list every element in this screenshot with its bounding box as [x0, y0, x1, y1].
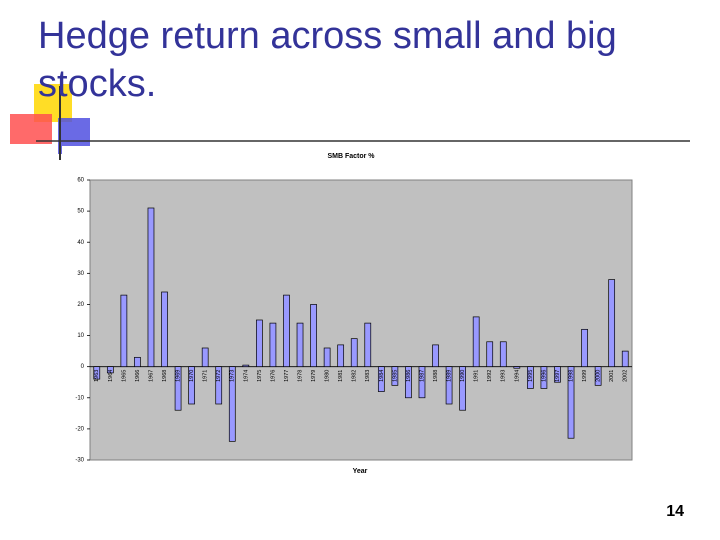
y-tick-label: 20 — [77, 302, 84, 308]
y-tick-label: 30 — [77, 271, 84, 277]
bar — [513, 366, 521, 369]
bar — [567, 366, 575, 439]
bar — [134, 356, 141, 368]
x-tick-label: 1981 — [338, 370, 344, 382]
bar — [310, 304, 317, 368]
x-tick-label: 1998 — [568, 370, 574, 382]
x-tick-label: 1978 — [297, 370, 303, 382]
bar — [350, 338, 358, 368]
x-axis-label: Year — [353, 468, 368, 475]
x-tick-label: 1979 — [311, 370, 317, 382]
x-tick-label: 1982 — [352, 370, 358, 382]
x-tick-label: 1993 — [501, 370, 507, 382]
x-tick-label: 2001 — [609, 370, 615, 382]
bar — [93, 366, 101, 380]
y-tick-label: -10 — [75, 395, 84, 401]
x-tick-label: 1987 — [419, 370, 425, 382]
x-tick-label: 1992 — [487, 370, 493, 382]
red-square — [10, 114, 52, 144]
x-tick-label: 1996 — [541, 370, 547, 382]
bar — [120, 294, 128, 368]
x-tick-label: 1975 — [257, 370, 263, 382]
bar — [432, 344, 439, 368]
bar — [256, 319, 263, 368]
bar — [445, 366, 453, 405]
bar — [391, 366, 399, 386]
x-tick-label: 1969 — [176, 370, 182, 382]
x-tick-label: 1970 — [189, 370, 195, 382]
x-tick-label: 1964 — [108, 370, 114, 382]
bar — [594, 366, 602, 386]
x-tick-label: 1994 — [514, 370, 520, 382]
x-tick-label: 1963 — [94, 370, 100, 382]
x-tick-label: 1984 — [379, 370, 385, 382]
slide-number: 14 — [666, 503, 684, 520]
bar — [337, 344, 345, 368]
x-tick-label: 1976 — [270, 370, 276, 382]
x-tick-label: 1999 — [582, 370, 588, 382]
x-tick-label: 1967 — [148, 370, 154, 382]
bar — [364, 322, 372, 368]
y-tick-label: 10 — [77, 333, 84, 339]
bar — [527, 366, 534, 389]
chart-title: SMB Factor % — [327, 153, 375, 160]
x-tick-label: 1965 — [121, 370, 127, 382]
bar — [621, 350, 629, 368]
bar — [459, 366, 466, 411]
x-tick-label: 2002 — [623, 370, 629, 382]
x-tick-label: 1966 — [135, 370, 141, 382]
bar — [269, 322, 277, 368]
x-tick-label: 1991 — [474, 370, 480, 382]
x-tick-label: 1973 — [230, 370, 236, 382]
bar — [228, 366, 236, 442]
x-tick-label: 1968 — [162, 370, 168, 382]
bar — [608, 279, 616, 368]
bar — [174, 366, 182, 411]
x-tick-label: 1983 — [365, 370, 371, 382]
x-tick-label: 1977 — [284, 370, 290, 382]
x-tick-label: 1997 — [555, 370, 561, 382]
x-tick-label: 2000 — [596, 370, 602, 382]
x-tick-label: 1980 — [325, 370, 331, 382]
y-tick-label: 40 — [77, 240, 84, 246]
bar — [215, 366, 223, 405]
bar — [323, 347, 331, 368]
bar — [201, 347, 209, 368]
x-tick-label: 1974 — [243, 370, 249, 382]
bar — [188, 366, 195, 405]
bar — [486, 341, 494, 368]
bar — [283, 294, 290, 368]
x-tick-label: 1986 — [406, 370, 412, 382]
bar — [540, 366, 548, 389]
x-tick-label: 1971 — [203, 370, 209, 382]
bar — [147, 207, 155, 368]
x-tick-label: 1995 — [528, 370, 534, 382]
bar — [554, 366, 561, 383]
y-tick-label: 0 — [81, 364, 85, 370]
bar — [405, 366, 412, 399]
bar — [581, 328, 588, 368]
x-tick-label: 1985 — [392, 370, 398, 382]
x-tick-label: 1989 — [447, 370, 453, 382]
bar — [418, 366, 426, 399]
bar — [296, 322, 304, 368]
bar — [377, 366, 385, 392]
bar — [106, 366, 114, 374]
y-tick-label: 60 — [77, 178, 84, 184]
bar — [499, 341, 507, 368]
plot-area — [89, 179, 633, 461]
x-tick-label: 1972 — [216, 370, 222, 382]
bar — [242, 364, 250, 368]
y-tick-label: 50 — [77, 209, 84, 215]
bar — [161, 291, 168, 368]
y-tick-label: -30 — [75, 458, 84, 464]
x-tick-label: 1990 — [460, 370, 466, 382]
y-tick-label: -20 — [75, 426, 84, 432]
bar — [472, 316, 480, 368]
x-tick-label: 1988 — [433, 370, 439, 382]
slide-title: Hedge return across small and big stocks… — [38, 15, 617, 105]
